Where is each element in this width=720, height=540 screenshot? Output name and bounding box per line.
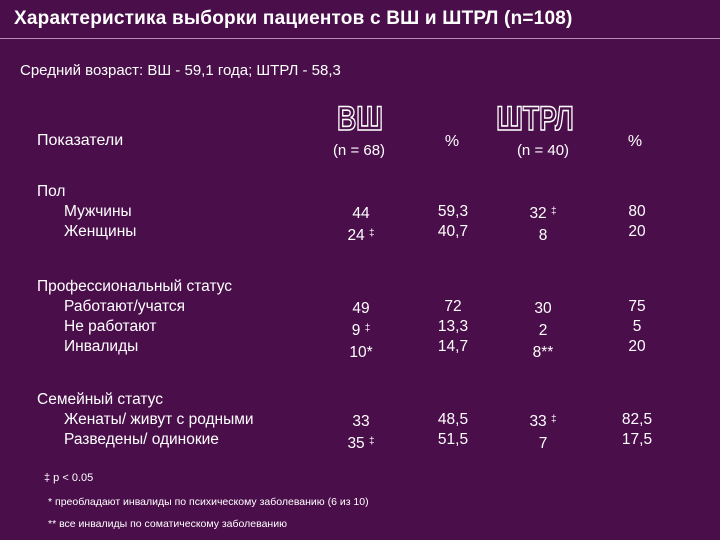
row-label: Инвалиды [64, 338, 139, 355]
cell: 24 ‡ [347, 227, 375, 244]
cell: 32 ‡ [529, 205, 557, 222]
slide-subtitle: Средний возраст: ВШ - 59,1 года; ШТРЛ - … [20, 62, 341, 79]
col-vsh-pct-sex: 59,3 40,7 [413, 202, 493, 242]
cell: 48,5 [437, 411, 469, 428]
cell: 33 [352, 413, 370, 430]
cell: 20 [628, 338, 646, 355]
col-shtrl-prof: 30 2 8** [503, 297, 583, 363]
cell: 40,7 [437, 223, 469, 240]
cell: 8 [538, 227, 548, 244]
cell: 9 ‡ [351, 322, 371, 339]
cell: 14,7 [437, 338, 469, 355]
header-group-shtrl: ШТРЛ [496, 99, 575, 139]
col-vsh-prof: 49 9 ‡ 10* [321, 297, 401, 363]
col-shtrl-family: 33 ‡ 7 [503, 410, 583, 454]
col-shtrl-pct-sex: 80 20 [597, 202, 677, 242]
section-family-status: Семейный статус Женаты/ живут с родными … [37, 390, 254, 450]
cell: 33 ‡ [529, 413, 557, 430]
header-group-vsh: ВШ [336, 99, 383, 139]
row-label: Не работают [64, 318, 157, 335]
cell: 7 [538, 435, 548, 452]
cell: 80 [628, 203, 646, 220]
cell: 59,3 [437, 203, 469, 220]
row-label: Мужчины [64, 203, 132, 220]
row-label: Женаты/ живут с родными [64, 411, 254, 428]
cell: 8** [532, 344, 554, 361]
col-vsh-sex: 44 24 ‡ [321, 202, 401, 246]
footnote-somatic-disability: ** все инвалиды по соматическому заболев… [48, 518, 287, 530]
header-group-vsh-n: (n = 68) [332, 142, 386, 159]
col-shtrl-sex: 32 ‡ 8 [503, 202, 583, 246]
row-label: Разведены/ одинокие [64, 431, 219, 448]
footnote-mental-disability: * преобладают инвалиды по психическому з… [48, 496, 369, 508]
cell: 5 [632, 318, 642, 335]
section-head: Профессиональный статус [37, 278, 233, 295]
cell: 35 ‡ [347, 435, 375, 452]
header-pct-vsh: % [444, 133, 460, 150]
cell: 51,5 [437, 431, 469, 448]
cell: 10* [349, 344, 373, 361]
col-vsh-pct-prof: 72 13,3 14,7 [413, 297, 493, 357]
cell: 72 [444, 298, 462, 315]
cell: 30 [534, 300, 552, 317]
footnote-significance: ‡ p < 0.05 [44, 472, 94, 484]
col-vsh-pct-family: 48,5 51,5 [413, 410, 493, 450]
cell: 20 [628, 223, 646, 240]
header-group-shtrl-n: (n = 40) [516, 142, 570, 159]
section-professional-status: Профессиональный статус Работают/учатся … [37, 277, 232, 357]
section-head: Семейный статус [37, 391, 163, 408]
section-head: Пол [37, 183, 66, 200]
cell: 44 [352, 205, 370, 222]
header-indicators: Показатели [37, 132, 124, 149]
cell: 75 [628, 298, 646, 315]
col-vsh-family: 33 35 ‡ [321, 410, 401, 454]
section-sex: Пол Мужчины Женщины [37, 182, 136, 242]
cell: 2 [538, 322, 548, 339]
cell: 49 [352, 300, 370, 317]
col-shtrl-pct-prof: 75 5 20 [597, 297, 677, 357]
header-pct-shtrl: % [627, 133, 643, 150]
row-label: Работают/учатся [64, 298, 186, 315]
title-divider [0, 38, 720, 39]
col-shtrl-pct-family: 82,5 17,5 [597, 410, 677, 450]
cell: 82,5 [621, 411, 653, 428]
cell: 17,5 [621, 431, 653, 448]
cell: 13,3 [437, 318, 469, 335]
row-label: Женщины [64, 223, 137, 240]
slide-title: Характеристика выборки пациентов с ВШ и … [14, 8, 573, 29]
